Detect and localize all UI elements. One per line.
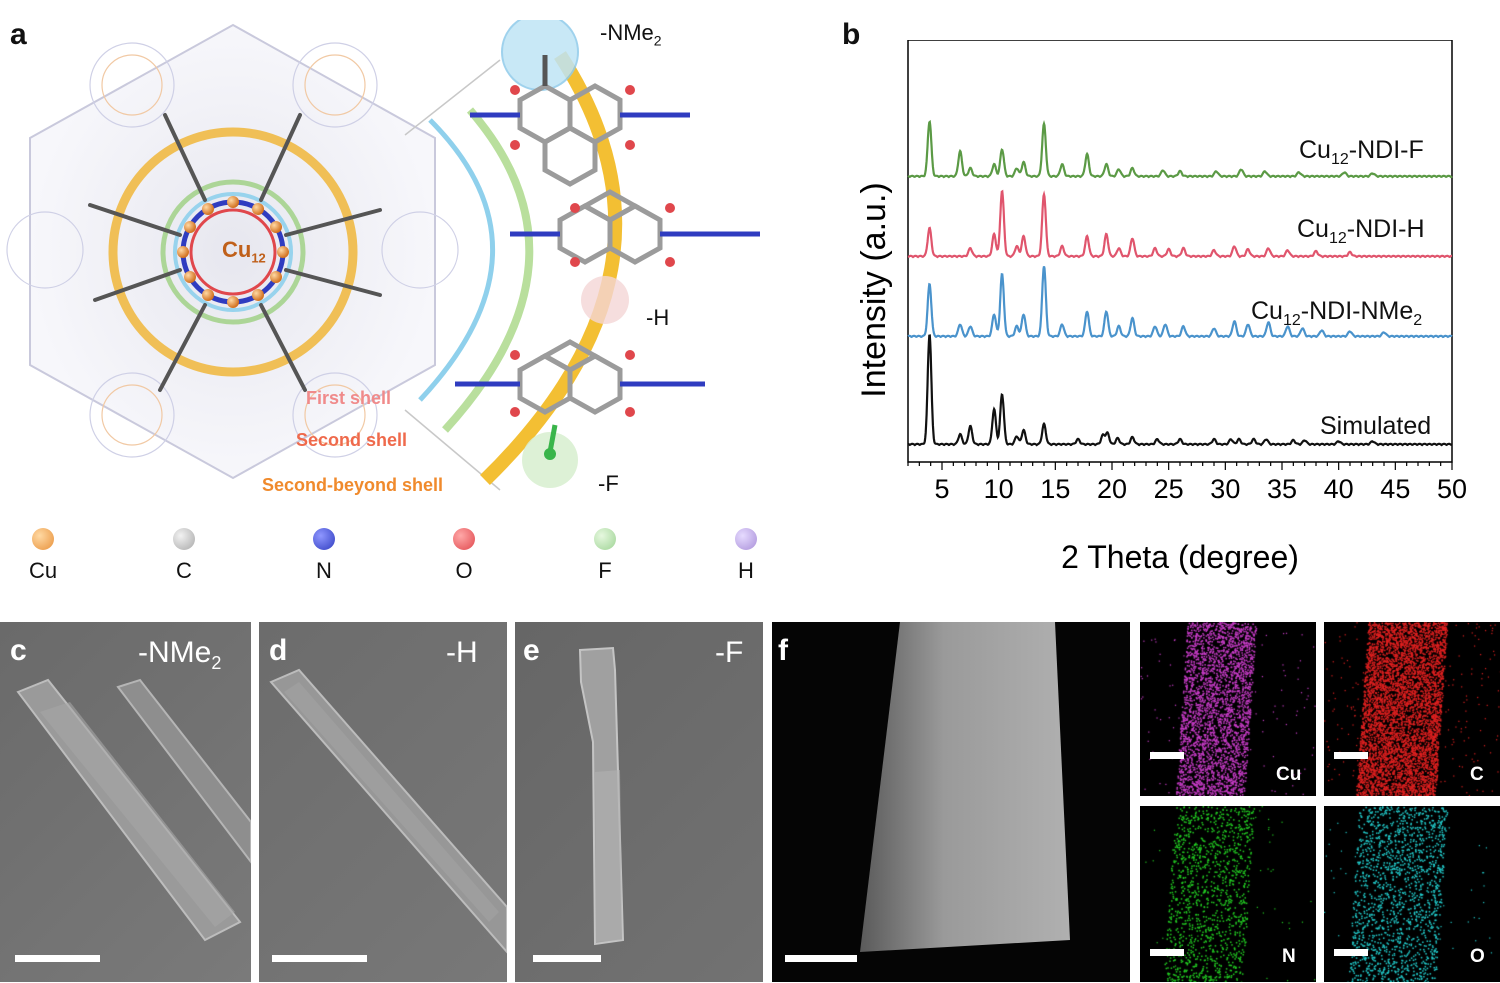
series-label-f: Cu12-NDI-F [1299,136,1424,168]
framework-illustration [6,20,760,491]
xrd-series-2 [907,266,1453,339]
x-tick-label: 25 [1154,474,1184,504]
eds-label-c: C [1470,764,1484,785]
panel-d-substituent: -H [446,636,478,669]
h-highlight [581,276,629,324]
x-tick-label: 10 [984,474,1014,504]
panel-f-letter: f [778,634,788,667]
first-shell-ring [173,192,293,312]
legend-item-h: H [716,528,776,584]
scale-bar [272,955,367,962]
eds-map-cu: Cu [1140,622,1316,796]
substituent-nme2-label: -NMe2 [600,20,662,49]
x-tick-label: 15 [1040,474,1070,504]
n-ball-icon [313,528,335,550]
scale-bar [1150,949,1184,956]
first-shell-label: First shell [306,388,392,408]
panel-a-letter: a [10,18,27,51]
xrd-chart: 5 10 15 20 25 30 35 40 45 50 Intensity (a.u.) 2 T… [855,40,1467,575]
legend-item-cu: Cu [13,528,73,584]
series-label-nme2: Cu12-NDI-NMe2 [1251,297,1423,329]
second-beyond-shell-label: Second-beyond shell [262,475,444,495]
legend-item-n: N [294,528,354,584]
nme2-highlight [501,20,579,91]
xrd-series-0 [907,119,1453,179]
sem-image-h: d -H [259,622,507,982]
scale-bar [15,955,100,962]
linker-spokes [88,113,382,392]
framework-lattice [6,42,459,458]
x-tick-label: 45 [1380,474,1410,504]
legend-item-c: C [154,528,214,584]
x-tick-label: 20 [1097,474,1127,504]
cu-ball-icon [32,528,54,550]
c-ball-icon [173,528,195,550]
x-tick-label: 5 [934,474,949,504]
eds-label-o: O [1470,946,1485,967]
sem-image-nme2: c -NMe2 [0,622,251,982]
stem-image: f [772,622,1130,982]
oxygen-atoms [510,85,675,417]
ndi-molecule-f [455,339,705,453]
cu12-core-label: Cu12 [222,237,266,266]
eds-map-n: N [1140,806,1316,982]
legend-item-f: F [575,528,635,584]
f-ball-icon [594,528,616,550]
second-shell-ring [160,179,306,325]
framework-hexagon [29,23,436,480]
scale-bar [1334,752,1368,759]
eds-map-c: C [1324,622,1500,796]
y-axis-label: Intensity (a.u.) [855,182,893,397]
sem-image-f: e -F [515,622,763,982]
eds-label-cu: Cu [1276,764,1302,785]
second-shell-label: Second shell [296,430,408,450]
panel-e-substituent: -F [715,636,744,669]
plot-frame [907,40,1453,463]
o-ball-icon [453,528,475,550]
substituent-f-label: -F [598,471,619,496]
x-axis-label: 2 Theta (degree) [1061,539,1299,575]
scale-bar [533,955,601,962]
scale-bar [785,955,857,962]
substituent-h-label: -H [646,305,670,330]
x-tick-label: 40 [1324,474,1354,504]
panel-b-letter: b [842,18,861,51]
panel-e-letter: e [523,634,540,667]
xrd-series-3 [907,334,1453,447]
first-shell-arc [418,118,496,402]
cu-atoms [177,196,289,308]
xrd-series-1 [907,189,1452,259]
scale-bar [1334,949,1368,956]
ndi-molecule-nme2 [470,55,690,187]
eds-map-o: O [1324,806,1500,982]
x-tick-label: 30 [1210,474,1240,504]
scale-bar [1150,752,1184,759]
ndi-molecule-h [510,189,760,265]
h-ball-icon [735,528,757,550]
second-beyond-shell-ring [108,127,358,377]
panel-d-letter: d [269,634,288,667]
legend-item-o: O [434,528,494,584]
series-label-h: Cu12-NDI-H [1297,215,1425,247]
x-tick-label: 50 [1437,474,1467,504]
panel-c-substituent: -NMe2 [138,636,222,673]
second-beyond-shell-arc [480,51,623,486]
panel-c-letter: c [10,634,27,667]
series-label-simulated: Simulated [1320,412,1432,440]
x-tick-label: 35 [1267,474,1297,504]
eds-label-n: N [1282,946,1296,967]
